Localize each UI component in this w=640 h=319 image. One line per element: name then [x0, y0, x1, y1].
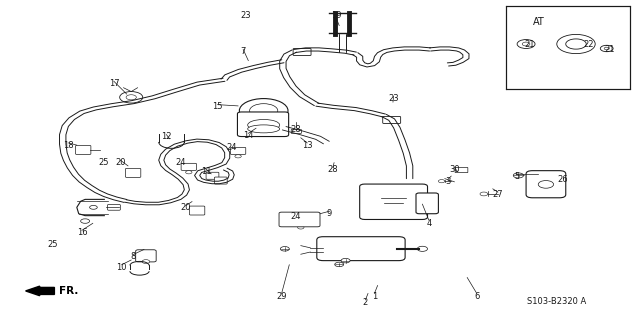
FancyBboxPatch shape [76, 145, 91, 154]
Text: 27: 27 [493, 190, 503, 199]
Text: 18: 18 [63, 141, 74, 150]
Circle shape [480, 192, 488, 196]
Text: 10: 10 [116, 263, 127, 272]
Circle shape [280, 247, 289, 251]
Text: 3: 3 [445, 177, 451, 186]
Text: 8: 8 [131, 252, 136, 261]
Circle shape [235, 155, 241, 158]
FancyBboxPatch shape [206, 172, 219, 179]
Circle shape [604, 47, 609, 50]
FancyBboxPatch shape [237, 112, 289, 137]
Text: 22: 22 [584, 40, 594, 48]
Circle shape [81, 219, 90, 223]
Circle shape [90, 205, 97, 209]
Text: 21: 21 [604, 45, 614, 54]
Text: 16: 16 [77, 228, 87, 237]
Circle shape [120, 92, 143, 103]
Text: 24: 24 [291, 212, 301, 221]
Text: 1: 1 [372, 292, 377, 300]
Text: 6: 6 [474, 292, 479, 300]
Text: 5: 5 [515, 172, 520, 181]
Text: 13: 13 [302, 141, 312, 150]
Text: 19: 19 [331, 11, 341, 20]
Text: 26: 26 [558, 175, 568, 184]
FancyBboxPatch shape [189, 206, 205, 215]
Circle shape [142, 260, 150, 263]
Text: 28: 28 [328, 165, 338, 174]
Text: 20: 20 [115, 158, 125, 167]
FancyBboxPatch shape [360, 184, 428, 219]
Circle shape [600, 45, 613, 52]
FancyArrow shape [26, 286, 54, 296]
Circle shape [126, 95, 136, 100]
Circle shape [517, 40, 535, 48]
Text: 24: 24 [227, 143, 237, 152]
Text: 30: 30 [449, 165, 460, 174]
Text: 4: 4 [426, 219, 431, 228]
Text: FR.: FR. [59, 286, 78, 296]
Circle shape [186, 171, 192, 174]
Text: 7: 7 [241, 47, 246, 56]
Text: AT: AT [533, 17, 545, 27]
Circle shape [335, 262, 344, 267]
Text: S103-B2320 A: S103-B2320 A [527, 297, 586, 306]
FancyBboxPatch shape [279, 212, 320, 227]
FancyBboxPatch shape [416, 193, 438, 214]
Ellipse shape [248, 119, 280, 131]
Circle shape [341, 258, 350, 263]
Text: 2: 2 [363, 298, 368, 307]
Text: 11: 11 [201, 167, 211, 176]
Text: 24: 24 [175, 158, 186, 167]
Text: 20: 20 [180, 204, 191, 212]
Text: 23: 23 [388, 94, 399, 103]
Circle shape [438, 180, 445, 183]
Circle shape [522, 42, 530, 46]
Circle shape [417, 246, 428, 251]
FancyBboxPatch shape [526, 171, 566, 198]
FancyBboxPatch shape [383, 116, 401, 123]
FancyBboxPatch shape [181, 163, 196, 170]
Circle shape [298, 226, 304, 229]
Text: 25: 25 [99, 158, 109, 167]
FancyBboxPatch shape [108, 204, 120, 210]
Text: 15: 15 [212, 102, 223, 111]
FancyBboxPatch shape [291, 130, 301, 133]
Bar [506, 6, 630, 89]
FancyBboxPatch shape [293, 219, 308, 226]
Text: 17: 17 [109, 79, 119, 88]
Text: 21: 21 [525, 40, 535, 48]
Circle shape [513, 173, 524, 178]
Text: 25: 25 [47, 241, 58, 249]
Text: 9: 9 [327, 209, 332, 218]
Text: 28: 28 [291, 125, 301, 134]
FancyBboxPatch shape [136, 250, 156, 262]
FancyBboxPatch shape [125, 168, 141, 177]
FancyBboxPatch shape [317, 237, 405, 261]
Ellipse shape [248, 125, 280, 133]
FancyBboxPatch shape [455, 167, 468, 173]
Text: 23: 23 [241, 11, 251, 20]
Circle shape [538, 181, 554, 188]
Text: 29: 29 [276, 292, 287, 300]
Circle shape [250, 104, 278, 118]
FancyBboxPatch shape [293, 48, 311, 56]
FancyBboxPatch shape [230, 147, 246, 154]
FancyBboxPatch shape [214, 177, 227, 184]
Text: 12: 12 [161, 132, 172, 141]
Circle shape [239, 99, 288, 123]
Text: 14: 14 [243, 131, 253, 140]
